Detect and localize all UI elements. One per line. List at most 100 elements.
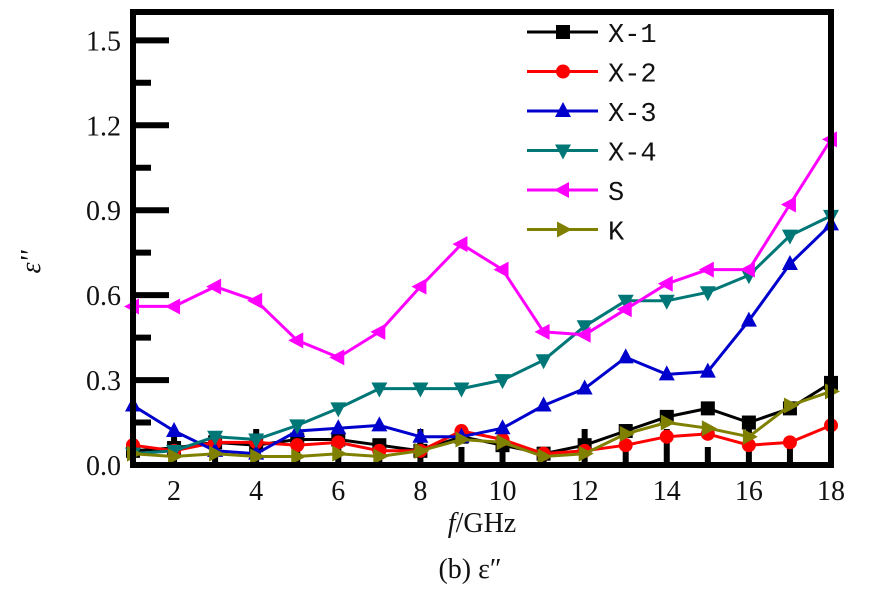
data-point-k <box>168 448 184 465</box>
x-tick-label: 14 <box>653 476 681 507</box>
legend-marker-x-1 <box>556 25 570 39</box>
data-point-x-3 <box>617 348 634 364</box>
data-point-x-4 <box>371 382 388 398</box>
data-point-k <box>537 448 553 465</box>
legend-label: X-3 <box>608 100 657 130</box>
data-point-k <box>496 434 512 451</box>
data-point-x-3 <box>781 254 798 270</box>
data-point-x-3 <box>330 419 347 435</box>
data-point-x-4 <box>617 294 634 310</box>
data-point-k <box>701 420 717 437</box>
data-point-s <box>411 278 427 295</box>
series-x-1 <box>126 375 838 461</box>
data-point-x-3 <box>699 362 716 378</box>
data-point-k <box>373 448 389 465</box>
y-tick-label: 1.5 <box>86 26 121 57</box>
data-point-x-4 <box>453 382 470 398</box>
data-point-x-2 <box>618 438 633 453</box>
legend: X-1 X-2 X-3 X-4 SK <box>527 21 657 249</box>
data-point-x-4 <box>535 354 552 370</box>
data-point-s <box>616 301 632 318</box>
series-line-k <box>132 389 832 458</box>
legend-marker-x-2 <box>556 64 570 79</box>
legend-entry-x-2: X-2 <box>527 61 657 91</box>
data-point-s <box>206 278 222 295</box>
x-axis-title-italic: f <box>448 508 459 539</box>
x-axis-title: f/GHz <box>448 508 516 539</box>
legend-label: K <box>608 219 625 249</box>
legend-label: X-1 <box>608 21 657 51</box>
series-x-3 <box>125 215 839 460</box>
y-tick-label: 1.2 <box>86 111 121 142</box>
data-point-x-4 <box>658 294 675 310</box>
legend-marker-x-3 <box>555 102 571 117</box>
data-point-k <box>619 425 635 442</box>
data-point-k <box>742 428 758 445</box>
data-point-x-2 <box>659 429 674 444</box>
x-tick-label: 2 <box>167 476 181 507</box>
data-point-k <box>660 414 676 431</box>
data-point-k <box>209 445 225 462</box>
legend-marker-k <box>557 221 572 238</box>
data-point-x-2 <box>331 435 346 450</box>
series-line-s <box>133 138 833 359</box>
x-tick-label: 12 <box>571 476 599 507</box>
tick-label-layer: 0.0 0.3 0.6 0.9 1.2 1.5 2 4 6 8 10 12 14 16 18 <box>86 26 845 507</box>
data-point-s <box>288 332 304 349</box>
data-point-s <box>247 292 263 309</box>
data-point-x-1 <box>700 401 715 416</box>
data-point-x-3 <box>535 396 552 412</box>
data-point-s <box>575 326 591 343</box>
data-point-k <box>332 445 348 462</box>
data-point-x-4 <box>494 374 511 390</box>
data-point-x-3 <box>576 379 593 395</box>
data-point-s <box>739 261 755 278</box>
data-point-s <box>780 196 796 213</box>
data-point-x-4 <box>412 382 429 398</box>
series-line-x-3 <box>132 223 833 456</box>
legend-label: X-2 <box>608 61 657 91</box>
x-tick-label: 8 <box>413 476 427 507</box>
data-point-x-3 <box>371 416 388 432</box>
legend-marker-x-4 <box>555 144 571 160</box>
legend-entry-x-1: X-1 <box>527 21 657 51</box>
legend-label: S <box>608 179 624 209</box>
figure-caption: (b) ε″ <box>438 554 501 585</box>
data-point-k <box>414 442 430 459</box>
x-tick-label: 18 <box>817 476 845 507</box>
data-point-k <box>578 445 594 462</box>
legend-entry-k: K <box>527 219 625 249</box>
legend-entry-s: S <box>527 179 624 209</box>
data-point-x-4 <box>576 320 593 336</box>
y-tick-label: 0.3 <box>86 366 121 397</box>
data-point-x-4 <box>330 402 347 418</box>
data-point-x-4 <box>248 433 265 449</box>
data-point-k <box>291 448 307 465</box>
data-point-x-3 <box>166 422 183 438</box>
data-point-x-3 <box>740 311 757 327</box>
x-tick-label: 10 <box>489 476 517 507</box>
data-point-s <box>534 323 550 340</box>
data-point-k <box>783 397 799 414</box>
data-point-x-4 <box>781 229 798 245</box>
ticks-layer <box>133 37 834 468</box>
data-point-x-4 <box>207 430 224 446</box>
data-point-x-4 <box>289 419 306 435</box>
data-point-s <box>698 261 714 278</box>
series-x-4 <box>125 209 839 463</box>
x-axis-title-unit: /GHz <box>456 508 517 539</box>
data-point-s <box>493 261 509 278</box>
y-tick-label: 0.9 <box>86 196 121 227</box>
legend-entry-x-3: X-3 <box>527 100 657 130</box>
series-s <box>124 131 837 366</box>
x-tick-label: 16 <box>735 476 763 507</box>
series-line-x-4 <box>132 214 832 456</box>
data-point-x-4 <box>699 286 716 302</box>
data-point-s <box>329 349 345 366</box>
legend-entry-x-4: X-4 <box>527 140 657 170</box>
data-point-k <box>455 431 471 448</box>
x-tick-label: 4 <box>249 476 263 507</box>
series-layer <box>124 131 840 465</box>
data-point-x-3 <box>658 365 675 381</box>
